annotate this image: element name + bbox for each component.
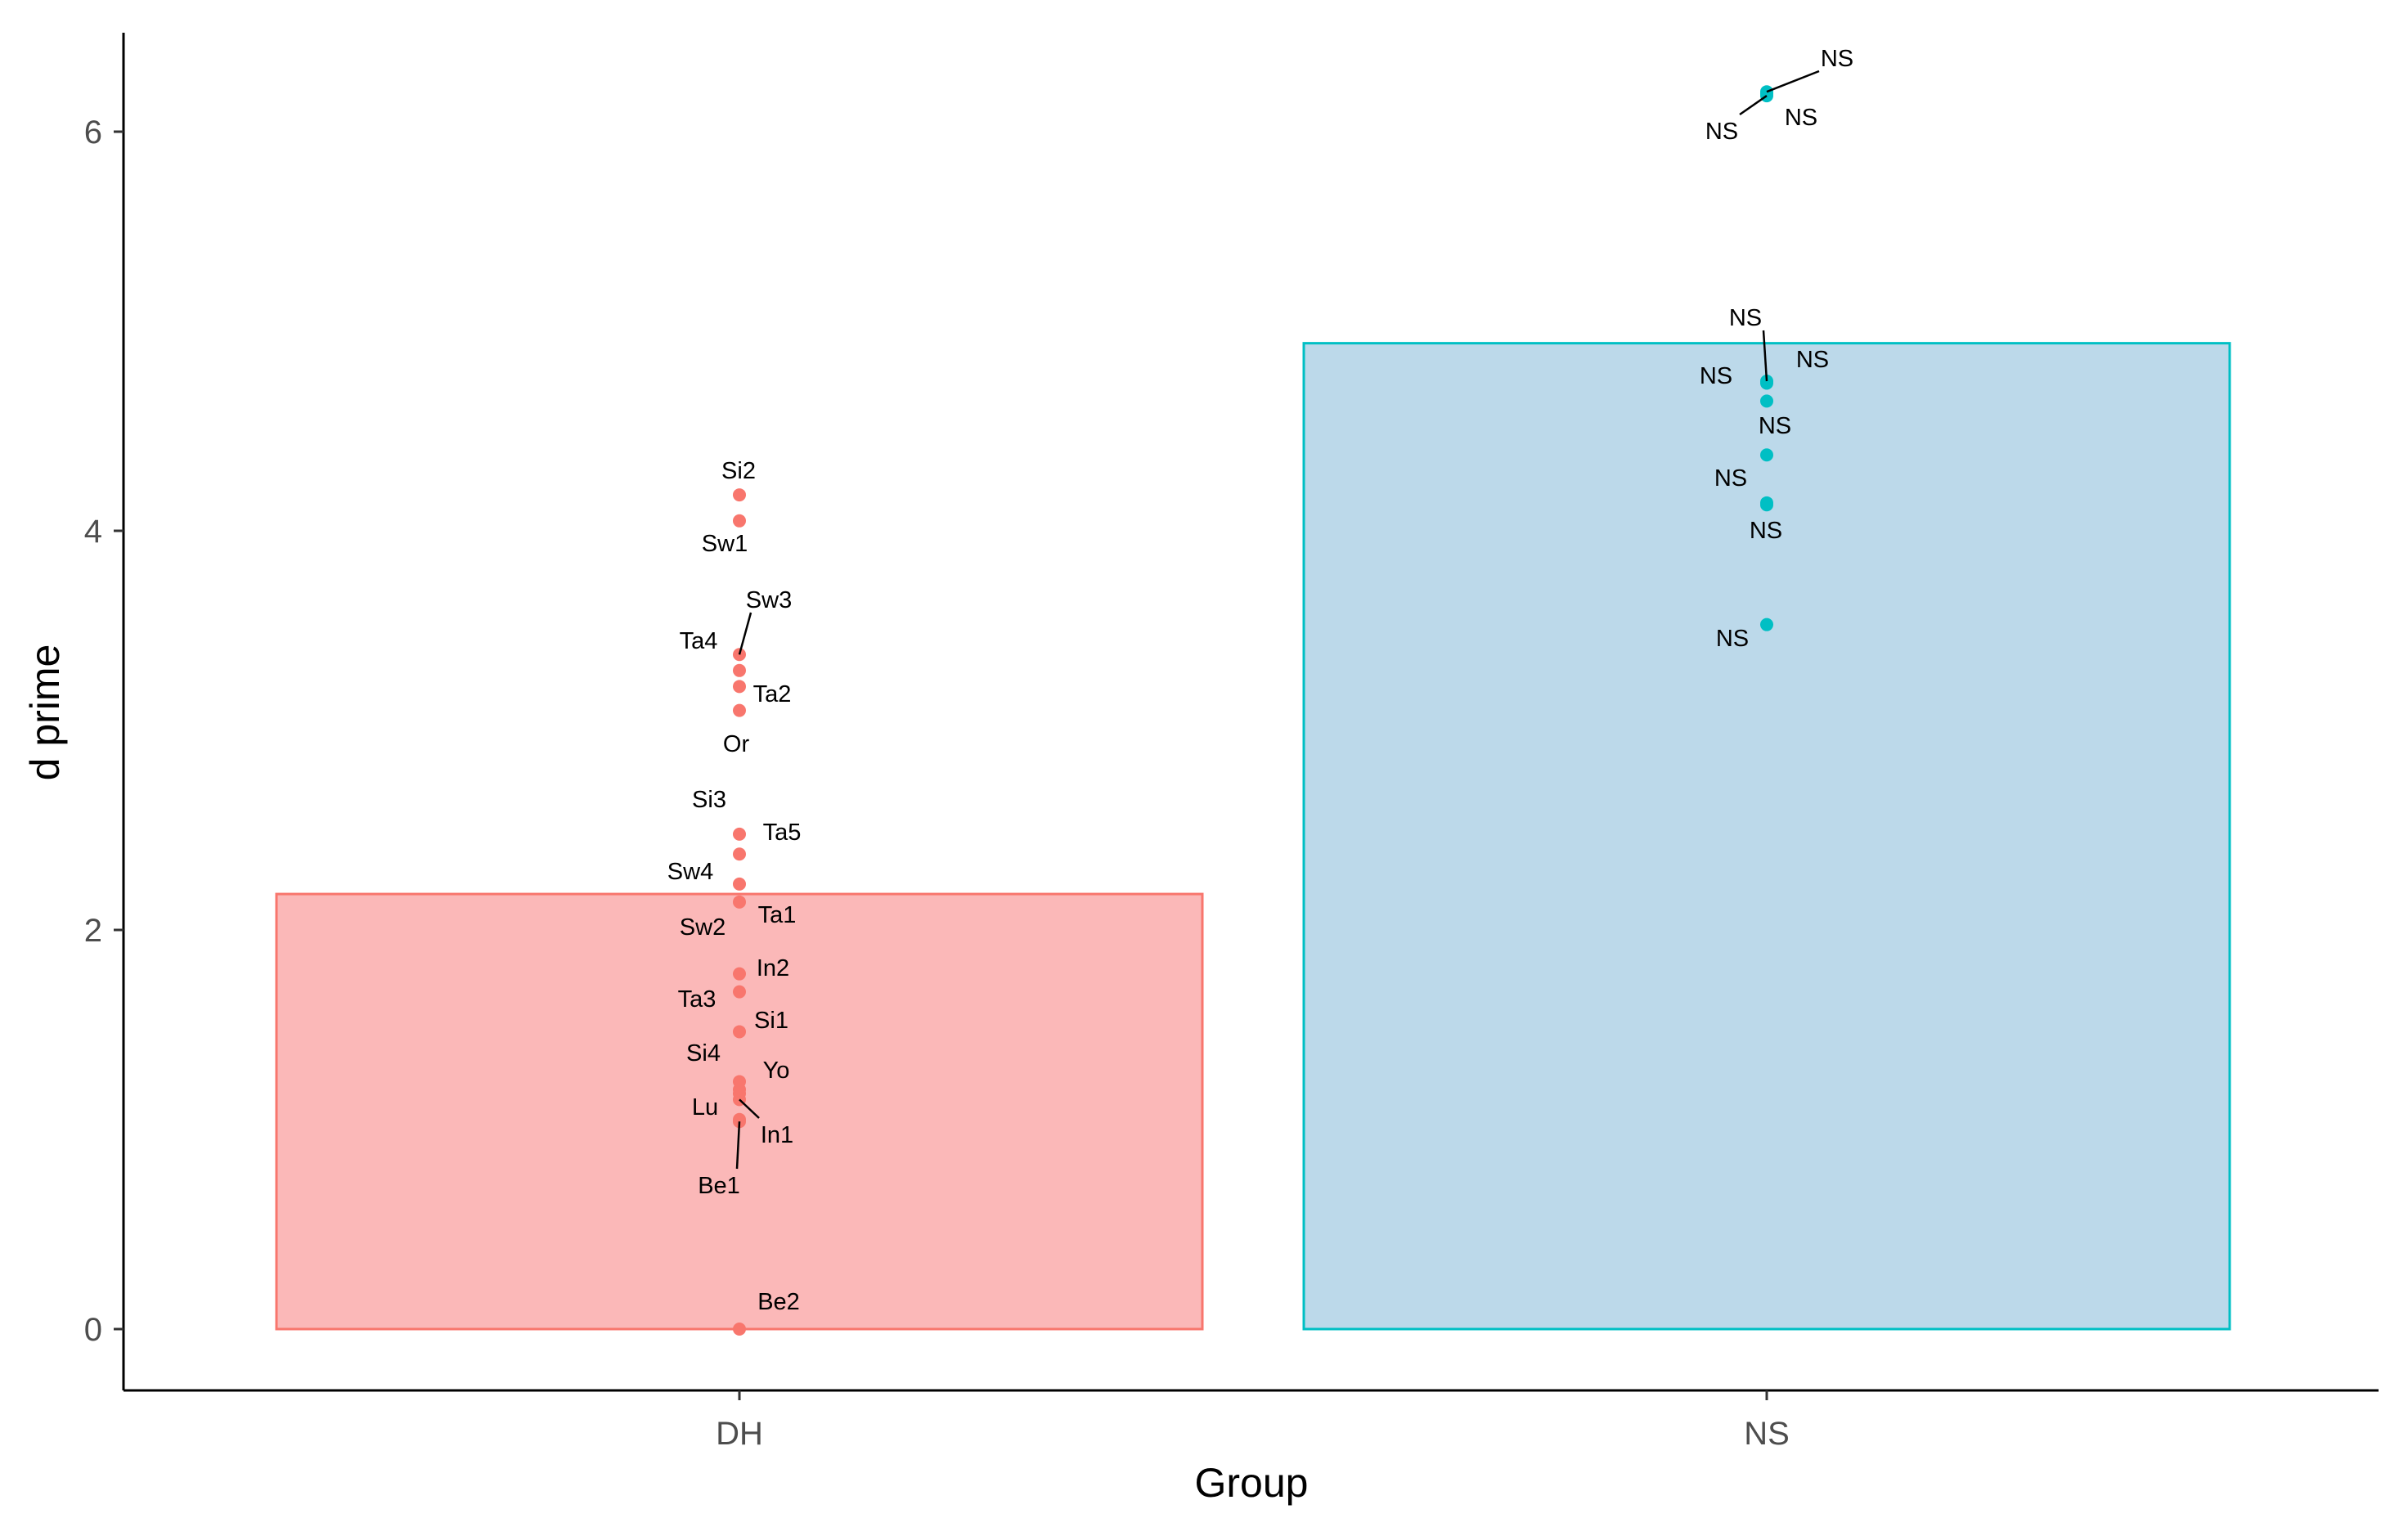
point-label: Ta2 [753,681,792,707]
point-label: Ta5 [763,820,802,846]
data-point [1760,376,1773,390]
y-tick-label: 6 [84,115,102,150]
label-leader-line [739,1098,760,1119]
point-label: Si1 [754,1008,788,1034]
data-point [733,514,746,528]
y-tick-label: 4 [84,514,102,550]
point-label: NS [1750,518,1782,544]
point-label: Yo [763,1058,790,1084]
point-label: NS [1729,305,1762,331]
label-leader-line [1762,330,1768,382]
label-leader-line [1739,95,1768,116]
data-point [733,703,746,717]
x-tick-label: NS [1744,1416,1790,1452]
point-label: Si4 [686,1040,721,1067]
point-label: NS [1796,347,1829,373]
point-label: NS [1821,46,1853,72]
data-point [1760,618,1773,631]
point-label: Sw3 [746,587,792,613]
point-label: Lu [692,1094,718,1121]
data-point [733,967,746,981]
label-leader-line [1766,70,1820,93]
point-label: Si3 [692,787,726,813]
point-label: Ta4 [680,628,718,654]
point-label: NS [1705,119,1738,145]
data-point [733,877,746,891]
point-label: Be1 [698,1173,740,1199]
data-point [1760,498,1773,512]
point-label: In2 [757,955,789,981]
point-label: Ta1 [758,902,797,928]
point-label: NS [1759,413,1791,439]
bars-layer [275,342,2231,1331]
data-point [733,680,746,694]
point-label: Ta3 [678,986,717,1013]
point-label: NS [1714,465,1747,492]
data-point [733,847,746,861]
data-point [1760,394,1773,408]
label-leader-line [738,612,752,655]
point-label: NS [1716,626,1749,652]
point-label: NS [1700,363,1732,389]
label-leader-line [735,1121,741,1170]
point-label: Sw2 [680,914,726,941]
axes-layer: 0 2 4 6 DH NS [84,33,2379,1452]
y-tick-label: 2 [84,913,102,949]
point-label: Si2 [721,458,756,484]
data-point [1760,448,1773,462]
point-label: Be2 [757,1289,800,1315]
point-label: Sw1 [702,531,748,557]
data-point [733,895,746,909]
point-label: Or [723,731,750,757]
data-point [733,663,746,677]
bar-ns [1302,342,2231,1331]
data-point [733,985,746,999]
data-point [733,488,746,502]
point-label: In1 [761,1122,793,1148]
x-tick-label: DH [716,1416,763,1452]
y-axis-title: d prime [22,644,68,781]
bar-dh [275,892,1204,1331]
point-label: Sw4 [667,859,713,885]
data-point [733,1025,746,1039]
point-label: NS [1785,105,1817,131]
y-tick-label: 0 [84,1312,102,1348]
data-point [733,1323,746,1336]
data-point [733,827,746,841]
x-axis-title: Group [1195,1460,1309,1506]
